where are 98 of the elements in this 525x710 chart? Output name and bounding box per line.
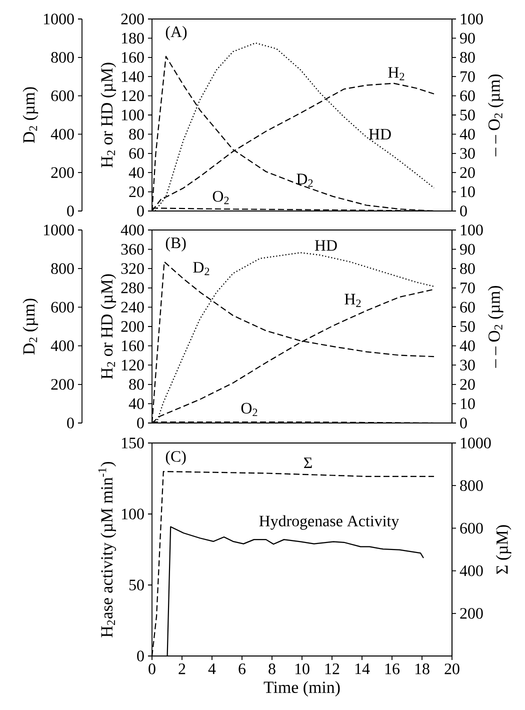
y-tick-label: 120 <box>122 360 144 370</box>
y2-tick-label: 60 <box>460 90 475 102</box>
y3-axis-title: D$_{2}$ (µm) <box>22 298 38 355</box>
y2-tick-label: 0 <box>460 418 467 428</box>
x-tick-label: 12 <box>325 664 340 674</box>
y-tick-label: 360 <box>121 244 144 255</box>
y3-tick-label: 600 <box>51 90 74 102</box>
x-tick-label: 0 <box>148 664 156 674</box>
y-tick-label: 50 <box>129 580 144 590</box>
y-tick-label: 240 <box>121 302 144 313</box>
annotation: (A) <box>166 26 187 40</box>
y2-tick-label: 50 <box>460 110 475 120</box>
y-tick-label: 60 <box>129 148 144 159</box>
y2-tick-label: 200 <box>460 608 483 619</box>
y-tick-label: 200 <box>121 321 144 332</box>
y3-tick-label: 800 <box>51 263 74 274</box>
y3-axis-title: D$_{2}$ (µm) <box>22 87 38 144</box>
series-label: Σ <box>304 458 312 468</box>
y-tick-label: 160 <box>122 340 144 352</box>
y3-tick-label: 200 <box>51 167 74 178</box>
y-tick-label: 80 <box>129 128 144 140</box>
y2-tick-label: 90 <box>460 244 475 255</box>
y3-tick-label: 400 <box>50 128 74 140</box>
y2-tick-label: 30 <box>460 360 475 370</box>
y2-tick-label: 20 <box>460 379 475 390</box>
y-tick-label: 140 <box>122 71 144 82</box>
y2-tick-label: 100 <box>460 224 483 236</box>
y-tick-label: 0 <box>137 650 144 662</box>
y2-tick-label: 20 <box>460 167 475 178</box>
x-tick-label: 18 <box>415 664 430 674</box>
y3-tick-label: 600 <box>51 302 74 313</box>
y-axis-title: H$_{2}$ase activity (µM min$^{-1}$) <box>98 462 116 638</box>
series-label: HD <box>368 128 391 140</box>
series-label: O$_{2}$ <box>212 190 229 204</box>
annotation: (C) <box>166 450 186 466</box>
x-tick-label: 2 <box>178 664 186 674</box>
annotation: (B) <box>166 236 186 252</box>
y3-tick-label: 0 <box>67 206 74 216</box>
x-tick-label: 10 <box>295 664 310 674</box>
y-tick-label: 0 <box>137 418 144 428</box>
y2-tick-label: 400 <box>460 565 483 576</box>
y-tick-label: 280 <box>121 282 144 294</box>
series-label: D$_{2}$ <box>193 262 210 276</box>
y3-tick-label: 1000 <box>44 14 74 24</box>
y-axis-title: H$_{2}$ or HD (µM) <box>100 274 116 380</box>
x-axis-title: Time (min) <box>264 681 340 696</box>
y2-tick-label: 40 <box>460 340 475 352</box>
y-tick-label: 200 <box>121 14 144 24</box>
y2-tick-label: 70 <box>460 71 475 82</box>
y2-tick-label: 40 <box>460 128 475 140</box>
series-label: D$_{2}$ <box>296 174 313 187</box>
y2-tick-label: 50 <box>460 321 475 332</box>
y-tick-label: 180 <box>122 32 144 44</box>
x-tick-label: 6 <box>238 664 246 674</box>
y3-tick-label: 200 <box>51 379 74 390</box>
y3-tick-label: 1000 <box>44 224 74 236</box>
series-label: O$_{2}$ <box>241 402 258 416</box>
y3-tick-label: 400 <box>50 340 74 352</box>
y2-tick-label: 60 <box>460 302 475 313</box>
y2-tick-label: 1000 <box>460 438 491 448</box>
y-tick-label: 150 <box>122 438 144 448</box>
y2-tick-label: 100 <box>460 14 483 24</box>
y2-tick-label: 10 <box>460 186 475 198</box>
y-axis-title: H$_{2}$ or HD (µM) <box>100 62 116 168</box>
x-tick-label: 4 <box>208 664 216 674</box>
series-label: HD <box>314 240 337 251</box>
x-tick-label: 14 <box>355 664 370 674</box>
y-tick-label: 400 <box>120 224 144 236</box>
series-label: H$_{2}$ <box>388 67 404 80</box>
x-tick-label: 20 <box>444 664 460 674</box>
y3-tick-label: 800 <box>51 52 74 63</box>
y-tick-label: 120 <box>122 90 144 102</box>
y-tick-label: 160 <box>122 52 144 63</box>
x-tick-label: 16 <box>385 664 400 674</box>
y2-tick-label: 30 <box>460 148 475 159</box>
y2-tick-label: 0 <box>460 206 467 216</box>
y2-tick-label: 70 <box>460 282 475 294</box>
y-tick-label: 0 <box>137 206 144 216</box>
y2-tick-label: 600 <box>460 522 483 534</box>
y-tick-label: 100 <box>122 508 144 520</box>
y-tick-label: 40 <box>128 398 144 410</box>
y-tick-label: 100 <box>122 110 144 120</box>
y2-axis-title: – – O$_{2}$ (µm) <box>488 74 504 156</box>
series-label: Hydrogenase Activity <box>259 515 400 530</box>
y2-axis-title: – – O$_{2}$ (µm) <box>488 286 504 368</box>
y2-tick-label: 800 <box>460 480 483 491</box>
y3-tick-label: 0 <box>67 418 74 428</box>
y2-tick-label: 80 <box>460 52 475 63</box>
x-tick-label: 8 <box>268 664 276 674</box>
y2-axis-title: Σ (µM) <box>496 525 512 574</box>
series-label: H$_{2}$ <box>344 294 361 307</box>
y-tick-label: 40 <box>128 167 144 178</box>
y-tick-label: 80 <box>129 379 144 390</box>
y2-tick-label: 80 <box>460 263 475 274</box>
y2-tick-label: 90 <box>460 32 475 44</box>
y2-tick-label: 10 <box>460 398 475 410</box>
y-tick-label: 320 <box>121 263 144 274</box>
y-tick-label: 20 <box>129 186 144 198</box>
